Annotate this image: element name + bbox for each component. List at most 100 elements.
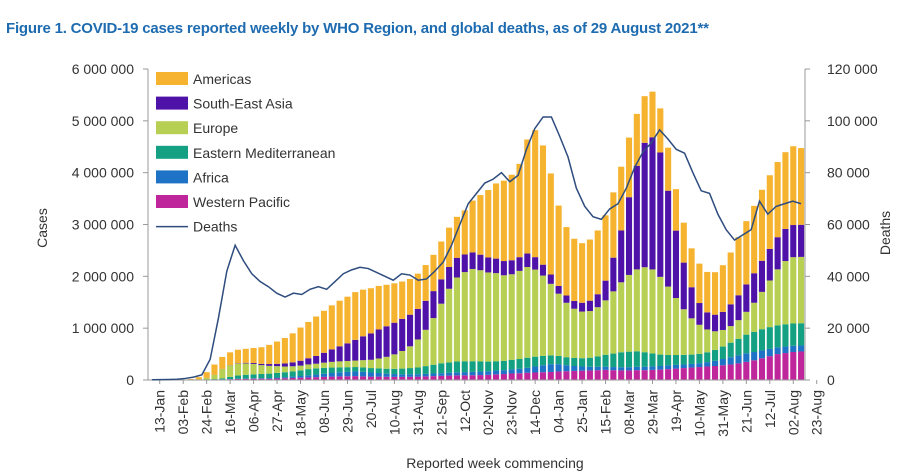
bar-americas-23 bbox=[328, 305, 335, 350]
bar-americas-33 bbox=[406, 278, 414, 315]
bar-south-east-asia-13 bbox=[250, 363, 257, 364]
bar-south-east-asia-61 bbox=[625, 197, 633, 275]
bar-eastern-mediterranean-76 bbox=[743, 334, 750, 354]
bar-western-pacific-28 bbox=[367, 376, 374, 380]
bar-western-pacific-29 bbox=[375, 376, 382, 380]
bar-europe-74 bbox=[727, 326, 734, 343]
bar-americas-50 bbox=[539, 145, 547, 265]
bar-americas-24 bbox=[336, 300, 343, 347]
bar-eastern-mediterranean-46 bbox=[508, 359, 515, 370]
bar-eastern-mediterranean-70 bbox=[696, 353, 703, 364]
bar-eastern-mediterranean-82 bbox=[790, 323, 797, 346]
bar-eastern-mediterranean-21 bbox=[313, 368, 320, 375]
bar-europe-62 bbox=[633, 269, 640, 352]
bar-south-east-asia-12 bbox=[242, 362, 249, 364]
bar-europe-81 bbox=[782, 261, 789, 325]
bar-europe-76 bbox=[743, 311, 750, 335]
bar-africa-37 bbox=[438, 373, 445, 376]
bar-americas-61 bbox=[625, 137, 633, 198]
bar-europe-34 bbox=[414, 339, 421, 368]
bar-western-pacific-64 bbox=[649, 369, 656, 380]
bar-western-pacific-81 bbox=[782, 353, 789, 380]
bar-africa-23 bbox=[328, 373, 335, 377]
x-tick-label: 02-Nov bbox=[480, 390, 496, 435]
bar-eastern-mediterranean-33 bbox=[406, 368, 414, 375]
bar-western-pacific-42 bbox=[477, 375, 484, 380]
bar-western-pacific-76 bbox=[743, 361, 750, 380]
x-tick-label: 13-Jan bbox=[152, 390, 168, 433]
bar-south-east-asia-68 bbox=[680, 262, 687, 310]
bar-south-east-asia-56 bbox=[586, 300, 593, 312]
bar-south-east-asia-83 bbox=[798, 224, 805, 257]
bar-eastern-mediterranean-51 bbox=[547, 355, 554, 365]
bar-western-pacific-22 bbox=[320, 376, 328, 380]
bar-south-east-asia-78 bbox=[758, 260, 766, 292]
bar-americas-5 bbox=[187, 379, 195, 380]
bar-western-pacific-82 bbox=[790, 352, 797, 380]
bar-americas-27 bbox=[360, 289, 367, 337]
axes-layer bbox=[143, 68, 818, 384]
bar-western-pacific-26 bbox=[352, 376, 359, 380]
bar-western-pacific-51 bbox=[547, 371, 554, 380]
bar-eastern-mediterranean-22 bbox=[320, 367, 328, 374]
x-tick-label: 25-Jan bbox=[574, 390, 590, 433]
bar-africa-25 bbox=[344, 371, 351, 377]
x-tick-label: 16-Mar bbox=[222, 390, 238, 435]
bar-eastern-mediterranean-78 bbox=[758, 329, 766, 351]
bar-africa-35 bbox=[422, 373, 429, 377]
bar-south-east-asia-24 bbox=[336, 346, 343, 362]
x-tick-label: 21-Jun bbox=[738, 390, 754, 433]
bar-south-east-asia-41 bbox=[469, 252, 476, 269]
bar-south-east-asia-22 bbox=[320, 352, 328, 363]
bar-eastern-mediterranean-25 bbox=[344, 367, 351, 372]
bar-americas-70 bbox=[696, 263, 703, 304]
bar-western-pacific-17 bbox=[281, 378, 288, 380]
y-tick-label: 4 000 000 bbox=[72, 165, 134, 181]
bar-western-pacific-24 bbox=[336, 376, 343, 380]
legend-label-africa: Africa bbox=[193, 169, 229, 185]
bar-africa-42 bbox=[477, 371, 484, 376]
y-tick-label: 1 000 000 bbox=[72, 320, 134, 336]
bar-eastern-mediterranean-24 bbox=[336, 367, 343, 373]
bar-eastern-mediterranean-39 bbox=[453, 361, 460, 373]
bar-western-pacific-73 bbox=[719, 365, 726, 380]
bar-eastern-mediterranean-79 bbox=[766, 327, 773, 349]
bar-eastern-mediterranean-63 bbox=[641, 352, 648, 367]
legend-label-south-east-asia: South-East Asia bbox=[193, 96, 293, 112]
bar-americas-49 bbox=[532, 130, 539, 258]
bar-americas-83 bbox=[798, 148, 805, 225]
bar-eastern-mediterranean-60 bbox=[618, 352, 625, 368]
bar-europe-33 bbox=[406, 346, 414, 369]
bar-africa-66 bbox=[665, 365, 672, 370]
bar-western-pacific-32 bbox=[399, 376, 406, 380]
bar-western-pacific-43 bbox=[485, 374, 492, 380]
bar-western-pacific-59 bbox=[610, 370, 617, 380]
bar-americas-37 bbox=[438, 241, 445, 280]
bar-americas-82 bbox=[790, 146, 797, 226]
x-tick-label: 18-May bbox=[293, 390, 309, 437]
bar-western-pacific-48 bbox=[524, 372, 531, 380]
bar-western-pacific-63 bbox=[641, 370, 648, 380]
bar-south-east-asia-58 bbox=[602, 280, 609, 301]
bar-eastern-mediterranean-43 bbox=[485, 361, 492, 372]
bar-south-east-asia-59 bbox=[610, 257, 617, 292]
bar-europe-36 bbox=[430, 318, 437, 365]
x-tick-label: 14-Dec bbox=[527, 390, 543, 435]
bar-africa-43 bbox=[485, 371, 492, 375]
bar-europe-65 bbox=[657, 276, 664, 355]
bar-africa-71 bbox=[704, 362, 711, 367]
bar-africa-61 bbox=[625, 367, 633, 371]
bar-americas-77 bbox=[751, 205, 758, 274]
bar-south-east-asia-63 bbox=[641, 142, 648, 268]
bar-africa-79 bbox=[766, 348, 773, 357]
bar-africa-56 bbox=[586, 366, 593, 371]
bar-western-pacific-12 bbox=[242, 378, 249, 380]
bar-americas-14 bbox=[258, 347, 265, 364]
x-tick-label: 23-Nov bbox=[504, 390, 520, 435]
bar-western-pacific-41 bbox=[469, 375, 476, 380]
bar-europe-20 bbox=[305, 364, 312, 370]
bar-europe-59 bbox=[610, 291, 617, 354]
bar-americas-56 bbox=[586, 239, 593, 301]
bar-western-pacific-80 bbox=[774, 354, 781, 380]
bar-western-pacific-18 bbox=[289, 377, 296, 380]
